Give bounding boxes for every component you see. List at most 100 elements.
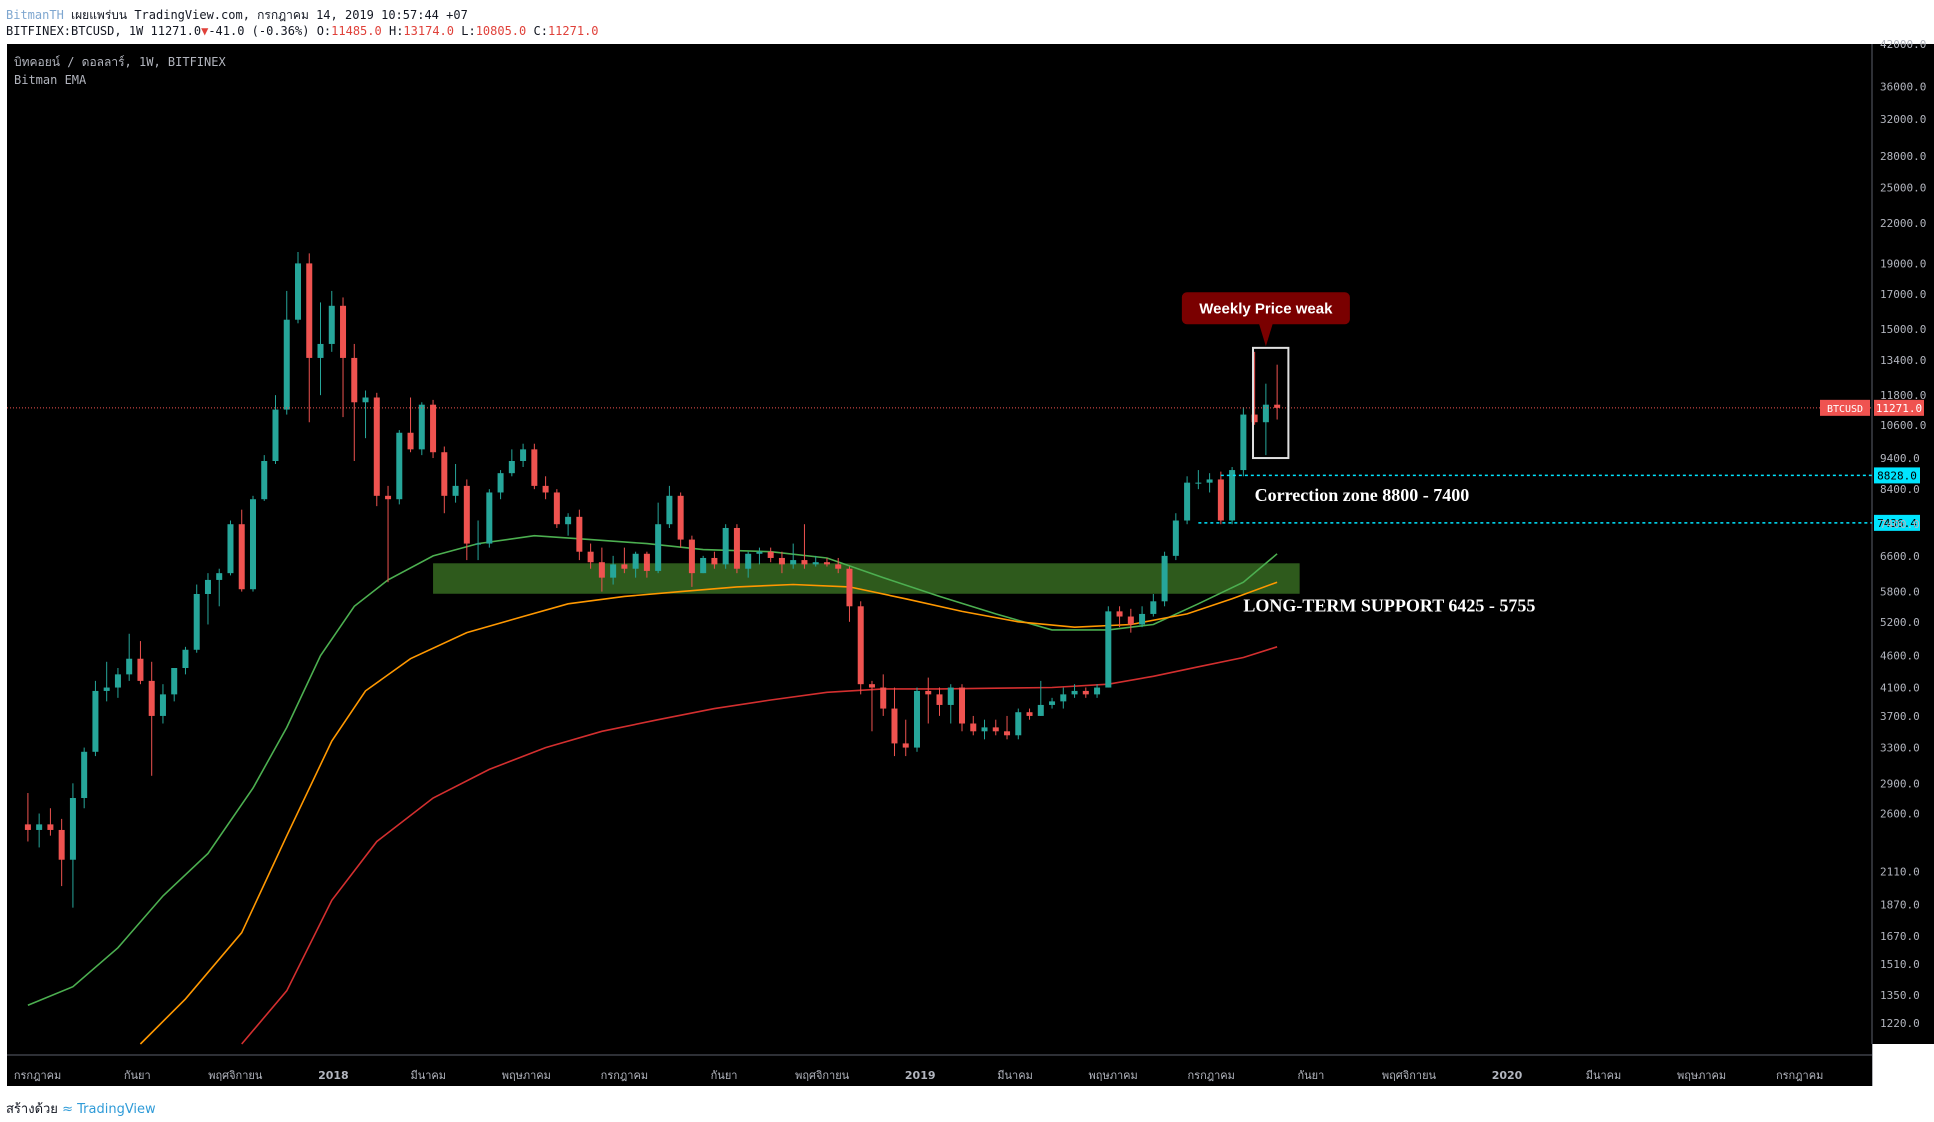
candle-11[interactable] <box>148 661 155 776</box>
candle-61[interactable] <box>711 551 718 569</box>
candle-79[interactable] <box>913 687 920 752</box>
author-name[interactable]: BitmanTH <box>6 8 64 22</box>
candle-13[interactable] <box>171 668 178 702</box>
candle-86[interactable] <box>992 719 999 736</box>
candle-49[interactable] <box>576 509 583 561</box>
candle-91[interactable] <box>1049 697 1056 709</box>
candle-15[interactable] <box>193 584 200 653</box>
candle-35[interactable] <box>418 402 425 456</box>
tradingview-logo-icon[interactable]: ≈ <box>62 1102 73 1117</box>
candle-87[interactable] <box>1004 715 1011 740</box>
candle-68[interactable] <box>790 543 797 569</box>
candle-62[interactable] <box>722 524 729 569</box>
candle-14[interactable] <box>182 646 189 675</box>
candle-40[interactable] <box>475 520 482 561</box>
candle-83[interactable] <box>959 684 966 732</box>
candle-7[interactable] <box>103 661 110 702</box>
highlight-box[interactable] <box>1252 346 1290 460</box>
candle-37[interactable] <box>441 446 448 514</box>
candle-27[interactable] <box>328 290 335 352</box>
candle-54[interactable] <box>632 551 639 578</box>
candle-34[interactable] <box>407 397 414 453</box>
candle-95[interactable] <box>1094 684 1101 698</box>
candle-39[interactable] <box>463 479 470 561</box>
plot-area[interactable] <box>7 44 1872 1044</box>
candle-88[interactable] <box>1015 708 1022 740</box>
time-axis[interactable] <box>7 1044 1872 1086</box>
candle-104[interactable] <box>1195 470 1202 490</box>
candle-65[interactable] <box>756 547 763 565</box>
candle-1[interactable] <box>36 813 43 848</box>
candle-96[interactable] <box>1105 606 1112 688</box>
candle-43[interactable] <box>508 449 515 477</box>
candle-69[interactable] <box>801 524 808 569</box>
candle-72[interactable] <box>835 557 842 574</box>
candle-110[interactable] <box>1262 383 1269 456</box>
ema-line-1[interactable] <box>139 581 1278 1045</box>
candle-85[interactable] <box>981 719 988 740</box>
candle-70[interactable] <box>812 555 819 567</box>
candle-19[interactable] <box>238 509 245 592</box>
candle-63[interactable] <box>733 524 740 574</box>
candle-31[interactable] <box>373 392 380 507</box>
price-axis[interactable] <box>1872 44 1934 1044</box>
candle-33[interactable] <box>396 430 403 505</box>
candle-76[interactable] <box>880 674 887 716</box>
candle-57[interactable] <box>666 485 673 528</box>
candle-38[interactable] <box>452 463 459 503</box>
candle-71[interactable] <box>823 557 830 567</box>
candle-80[interactable] <box>925 677 932 724</box>
candle-5[interactable] <box>81 747 88 809</box>
candle-45[interactable] <box>531 443 538 490</box>
candle-92[interactable] <box>1060 687 1067 709</box>
candle-82[interactable] <box>947 684 954 724</box>
candle-59[interactable] <box>688 535 695 587</box>
candle-12[interactable] <box>159 684 166 724</box>
candle-16[interactable] <box>204 573 211 625</box>
candle-81[interactable] <box>936 687 943 716</box>
candle-75[interactable] <box>868 680 875 732</box>
ema-line-2[interactable] <box>241 646 1278 1045</box>
candle-60[interactable] <box>700 555 707 574</box>
candle-30[interactable] <box>362 390 369 439</box>
candle-22[interactable] <box>272 395 279 464</box>
candle-56[interactable] <box>655 502 662 574</box>
candle-32[interactable] <box>385 485 392 583</box>
candle-21[interactable] <box>261 455 268 501</box>
candle-52[interactable] <box>610 555 617 585</box>
candle-53[interactable] <box>621 547 628 574</box>
candle-64[interactable] <box>745 551 752 578</box>
support-zone-0[interactable] <box>433 563 1300 594</box>
candle-51[interactable] <box>598 547 605 592</box>
candle-89[interactable] <box>1026 708 1033 720</box>
candle-28[interactable] <box>340 297 347 418</box>
candle-93[interactable] <box>1071 684 1078 698</box>
candle-44[interactable] <box>520 443 527 468</box>
candle-90[interactable] <box>1037 680 1044 716</box>
candle-0[interactable] <box>24 793 31 842</box>
candle-102[interactable] <box>1172 513 1179 561</box>
candle-67[interactable] <box>778 551 785 574</box>
candle-74[interactable] <box>857 601 864 695</box>
candle-2[interactable] <box>47 808 54 836</box>
candle-66[interactable] <box>767 547 774 563</box>
candle-48[interactable] <box>565 513 572 536</box>
candle-24[interactable] <box>295 251 302 324</box>
candle-108[interactable] <box>1240 407 1247 477</box>
tradingview-brand[interactable]: TradingView <box>77 1102 156 1117</box>
candle-42[interactable] <box>497 470 504 500</box>
candle-29[interactable] <box>351 343 358 462</box>
candle-20[interactable] <box>249 495 256 592</box>
candle-18[interactable] <box>227 520 234 576</box>
candle-17[interactable] <box>216 568 223 607</box>
candle-107[interactable] <box>1229 467 1236 525</box>
candle-73[interactable] <box>846 566 853 622</box>
candle-84[interactable] <box>970 715 977 736</box>
candle-105[interactable] <box>1206 473 1213 493</box>
candle-25[interactable] <box>306 253 313 423</box>
candle-106[interactable] <box>1217 471 1224 525</box>
candle-46[interactable] <box>542 476 549 500</box>
candle-55[interactable] <box>643 551 650 578</box>
candle-36[interactable] <box>430 399 437 459</box>
candle-8[interactable] <box>114 668 121 698</box>
